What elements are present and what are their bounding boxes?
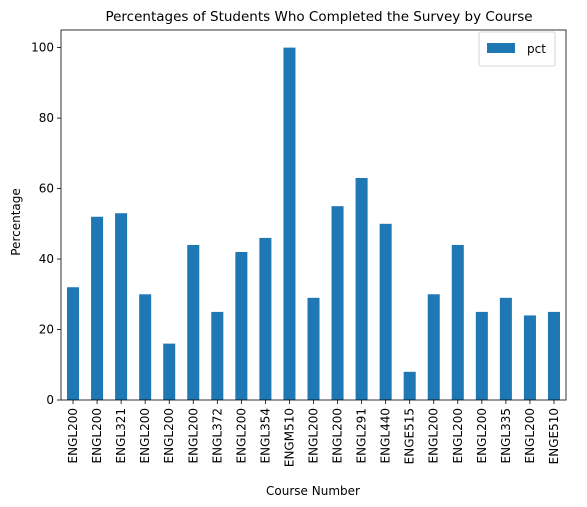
x-tick-label-3: ENGL200 [138, 408, 152, 463]
legend-label: pct [527, 42, 546, 56]
x-tick-label-2: ENGL321 [114, 408, 128, 463]
x-axis: ENGL200 ENGL200 ENGL321 ENGL200 ENGL200 ENGL2… [66, 400, 561, 467]
x-tick-label-15: ENGL200 [427, 408, 441, 463]
y-tick-label-2: 40 [39, 252, 54, 266]
x-tick-label-19: ENGL200 [523, 408, 537, 463]
y-axis-label: Percentage [9, 188, 23, 256]
bar-17 [475, 311, 488, 400]
y-tick-label-5: 100 [31, 41, 54, 55]
bar-8 [259, 237, 272, 400]
bar-13 [379, 223, 392, 400]
x-tick-label-0: ENGL200 [66, 408, 80, 463]
bar-11 [331, 206, 344, 400]
bar-14 [403, 371, 416, 400]
x-tick-label-1: ENGL200 [90, 408, 104, 463]
bar-12 [355, 178, 368, 400]
x-tick-label-7: ENGL200 [234, 408, 248, 463]
plot-frame [60, 29, 567, 401]
x-tick-label-8: ENGL354 [258, 408, 272, 463]
legend-swatch [487, 43, 515, 53]
bar-0 [67, 287, 80, 400]
x-tick-label-12: ENGL291 [355, 408, 369, 463]
x-tick-label-13: ENGL440 [379, 408, 393, 463]
x-tick-label-17: ENGL200 [475, 408, 489, 463]
bar-10 [307, 297, 320, 400]
x-tick-label-18: ENGL335 [499, 408, 513, 463]
bar-15 [427, 294, 440, 400]
x-tick-label-4: ENGL200 [162, 408, 176, 463]
x-tick-label-11: ENGL200 [331, 408, 345, 463]
y-tick-label-3: 60 [39, 182, 54, 196]
x-tick-label-5: ENGL200 [186, 408, 200, 463]
bar-20 [547, 311, 560, 400]
bar-18 [499, 297, 512, 400]
x-tick-label-16: ENGL200 [451, 408, 465, 463]
x-axis-label: Course Number [266, 484, 360, 498]
bar-3 [139, 294, 152, 400]
x-tick-label-20: ENGE510 [547, 408, 561, 464]
x-tick-label-9: ENGM510 [282, 408, 296, 467]
y-axis: 0 20 40 60 80 100 [31, 41, 61, 407]
y-tick-label-1: 20 [39, 323, 54, 337]
bar-19 [523, 315, 536, 400]
x-tick-label-10: ENGL200 [307, 408, 321, 463]
bar-9 [283, 47, 296, 400]
legend-box [478, 31, 556, 67]
bar-16 [451, 244, 464, 400]
y-tick-label-0: 0 [46, 393, 54, 407]
bar-1 [91, 216, 104, 400]
bar-5 [187, 244, 200, 400]
bar-4 [163, 343, 176, 400]
bars-group [67, 47, 560, 400]
x-tick-label-6: ENGL372 [210, 408, 224, 463]
chart-title: Percentages of Students Who Completed th… [105, 9, 532, 25]
bar-6 [211, 311, 224, 400]
y-tick-label-4: 80 [39, 111, 54, 125]
x-tick-label-14: ENGE515 [403, 408, 417, 464]
bar-7 [235, 252, 248, 400]
bar-2 [115, 213, 128, 400]
legend: pct [478, 31, 556, 67]
